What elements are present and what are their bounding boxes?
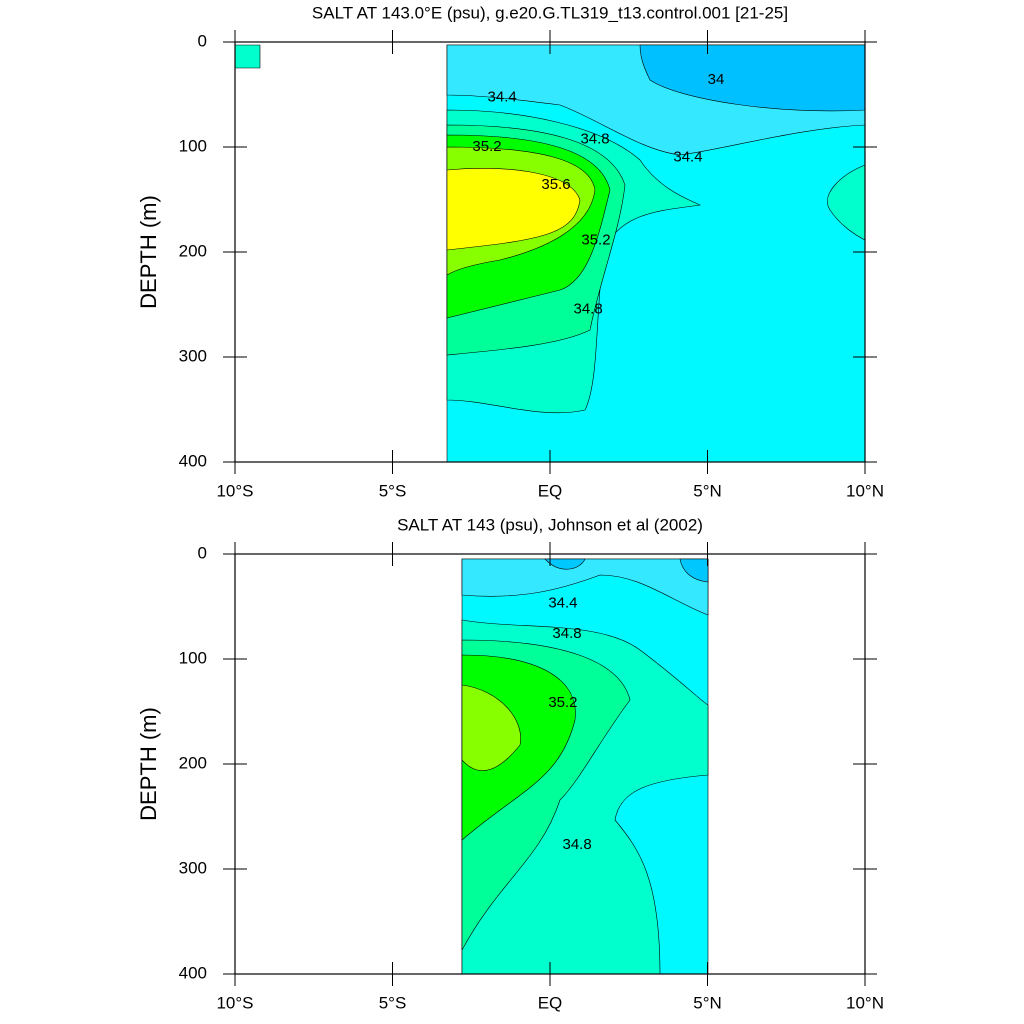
contour-label: 35.2 bbox=[472, 138, 501, 155]
y-tick-label: 200 bbox=[179, 241, 207, 260]
contour-region bbox=[446, 168, 581, 251]
contour-region bbox=[679, 558, 709, 583]
contour-label: 35.6 bbox=[541, 176, 570, 193]
x-tick-label: EQ bbox=[538, 481, 563, 500]
x-tick-label: 5°S bbox=[379, 481, 407, 500]
contour-label: 35.2 bbox=[581, 231, 610, 248]
y-tick-label: 400 bbox=[179, 451, 207, 470]
chart-title: SALT AT 143.0°E (psu), g.e20.G.TL319_t13… bbox=[312, 3, 788, 22]
contour-region bbox=[234, 44, 261, 69]
y-axis-label: DEPTH (m) bbox=[136, 195, 161, 309]
contour-label: 34.4 bbox=[488, 89, 517, 106]
contour-label: 34.8 bbox=[562, 836, 591, 853]
contour-label: 34.8 bbox=[574, 301, 603, 318]
contour-label: 35.2 bbox=[548, 694, 577, 711]
contour-region bbox=[827, 164, 866, 241]
x-tick-label: 5°N bbox=[693, 481, 722, 500]
x-tick-label: EQ bbox=[538, 993, 563, 1012]
x-tick-label: 10°N bbox=[846, 993, 884, 1012]
contour-label: 34.4 bbox=[548, 594, 577, 611]
contour-label: 34.4 bbox=[673, 148, 702, 165]
y-tick-label: 400 bbox=[179, 963, 207, 982]
contour-label: 34.8 bbox=[580, 131, 609, 148]
x-tick-label: 10°S bbox=[216, 993, 253, 1012]
chart-title: SALT AT 143 (psu), Johnson et al (2002) bbox=[397, 515, 703, 534]
contour-label: 34 bbox=[708, 71, 725, 88]
chart: SALT AT 143.0°E (psu), g.e20.G.TL319_t13… bbox=[136, 3, 884, 500]
y-axis-label: DEPTH (m) bbox=[136, 707, 161, 821]
y-tick-label: 0 bbox=[198, 31, 207, 50]
contour-region bbox=[461, 684, 521, 771]
y-tick-label: 100 bbox=[179, 136, 207, 155]
chart: SALT AT 143 (psu), Johnson et al (2002) D… bbox=[136, 515, 884, 1012]
x-tick-label: 5°S bbox=[379, 993, 407, 1012]
x-tick-label: 10°N bbox=[846, 481, 884, 500]
y-tick-label: 200 bbox=[179, 753, 207, 772]
x-tick-label: 5°N bbox=[693, 993, 722, 1012]
contour-label: 34.8 bbox=[552, 625, 581, 642]
contour-region bbox=[461, 558, 709, 616]
y-tick-label: 300 bbox=[179, 858, 207, 877]
y-tick-label: 300 bbox=[179, 346, 207, 365]
x-tick-label: 10°S bbox=[216, 481, 253, 500]
y-tick-label: 0 bbox=[198, 543, 207, 562]
y-tick-label: 100 bbox=[179, 648, 207, 667]
contour-region bbox=[639, 44, 866, 112]
